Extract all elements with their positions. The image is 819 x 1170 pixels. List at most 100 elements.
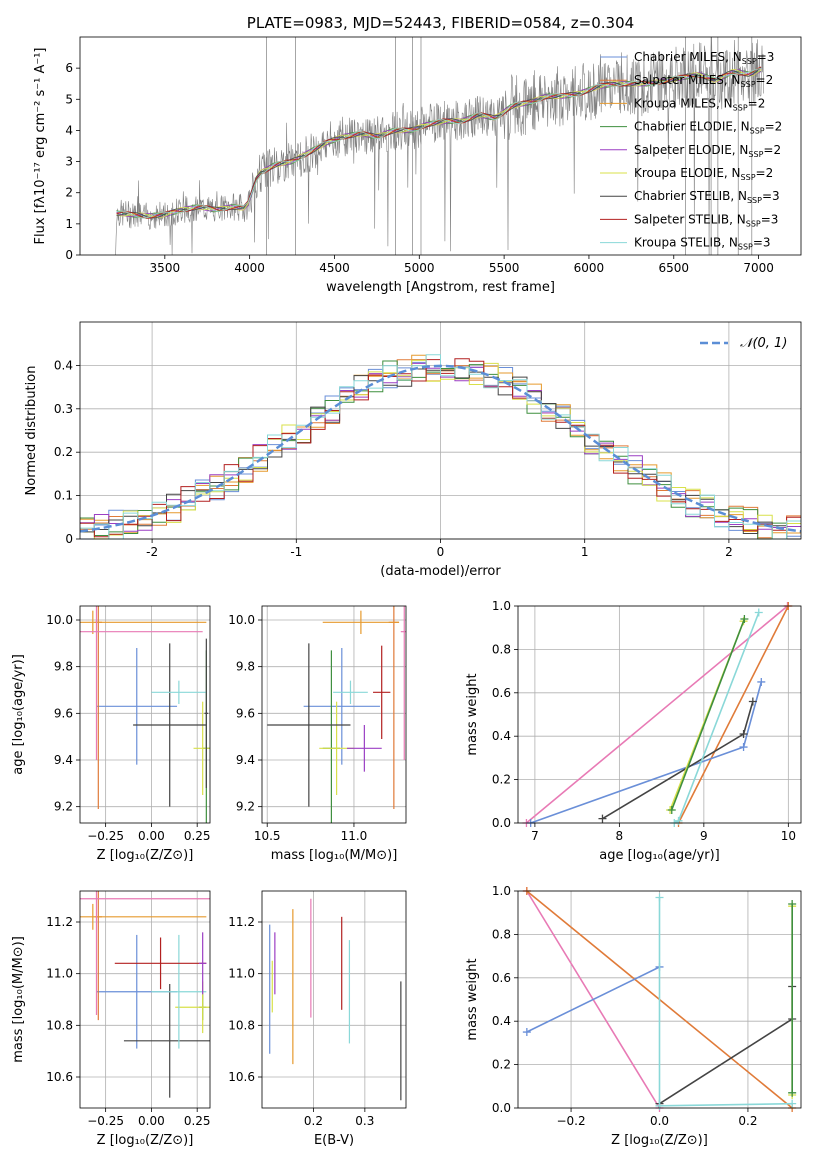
mass-weight-Z-axes [514, 890, 801, 1112]
legend-label: Chabrier STELIB, NSSP=3 [634, 189, 780, 205]
point-marker [754, 608, 763, 617]
spectrum-frame [79, 36, 802, 256]
x-tick-label: 0.0 [650, 1114, 669, 1128]
x-tick-label: 10 [781, 829, 796, 843]
point-marker [788, 1088, 797, 1097]
point-marker [667, 805, 676, 814]
y-tick-label: 9.6 [236, 706, 255, 720]
x-tick-label: 0.00 [138, 1114, 165, 1128]
mass-weight-line [677, 605, 790, 824]
y-tick-label: 10.8 [228, 1018, 255, 1032]
mass-weight-line [673, 612, 760, 824]
x-tick-label: 0 [437, 545, 445, 559]
y-tick-label: 9.6 [54, 706, 73, 720]
y-tick-label: 11.0 [228, 967, 255, 981]
y-tick-label: 6 [65, 61, 73, 75]
x-tick-label: 1 [581, 545, 589, 559]
age-Z-axes [76, 606, 210, 827]
x-tick-label: 0.2 [304, 1114, 323, 1128]
point-marker [598, 814, 607, 823]
y-tick-label: 0.0 [492, 816, 511, 830]
y-tick-label: 0.4 [54, 358, 73, 372]
mass-ebv-axes [258, 891, 406, 1112]
observed-spectrum [115, 36, 764, 256]
age-Z-points [80, 606, 210, 823]
mass-weight-line [530, 681, 763, 824]
point-marker [757, 677, 766, 686]
x-axis-label: mass [log₁₀(M/M⊙)] [271, 848, 398, 863]
y-axis-label: age [log₁₀(age/yr)] [11, 654, 26, 775]
point-marker [739, 743, 748, 752]
x-tick-label: 0.25 [184, 1114, 211, 1128]
mass-Z-points [80, 891, 210, 1098]
y-tick-label: 11.0 [46, 967, 73, 981]
y-tick-label: 2 [65, 186, 73, 200]
x-tick-label: 0.25 [184, 829, 211, 843]
x-tick-label: 2 [725, 545, 733, 559]
point-marker [522, 1028, 531, 1037]
y-tick-label: 9.2 [54, 800, 73, 814]
x-axis-label: wavelength [Angstrom, rest frame] [326, 280, 555, 295]
mass-weight-age-axes [514, 605, 801, 827]
y-tick-label: 0.2 [492, 1058, 511, 1072]
legend-label: Chabrier MILES, NSSP=3 [634, 50, 774, 66]
point-marker [740, 615, 749, 624]
mass-weight-line [659, 986, 793, 1105]
y-tick-label: 0.2 [492, 773, 511, 787]
model-fit-line [116, 68, 762, 219]
legend-label: Kroupa STELIB, NSSP=3 [634, 236, 771, 252]
legend-label: Chabrier ELODIE, NSSP=2 [634, 120, 782, 136]
x-axis-label: Z [log₁₀(Z/Z⊙)] [97, 848, 194, 863]
model-fit-line [116, 69, 762, 218]
y-tick-label: 4 [65, 123, 73, 137]
y-axis-label: mass weight [465, 958, 480, 1040]
x-axis-label: Z [log₁₀(Z/Z⊙)] [611, 1133, 708, 1148]
point-marker [739, 730, 748, 739]
y-tick-label: 9.8 [54, 660, 73, 674]
mass-ebv-points [269, 898, 402, 1101]
x-tick-label: 7000 [743, 261, 774, 275]
y-tick-label: 10.0 [46, 613, 73, 627]
x-tick-label: -2 [146, 545, 158, 559]
y-tick-label: 3 [65, 155, 73, 169]
y-tick-label: 11.2 [228, 915, 255, 929]
mass-Z-axes [76, 891, 210, 1112]
age-mass-axes [258, 606, 406, 827]
legend-label: Kroupa ELODIE, NSSP=2 [634, 166, 773, 182]
mass-weight-line [658, 897, 793, 1107]
x-tick-label: 5000 [404, 261, 435, 275]
x-tick-label: 10.5 [254, 829, 281, 843]
y-tick-label: 0.3 [54, 402, 73, 416]
point-marker [788, 900, 797, 909]
x-axis-label: Z [log₁₀(Z/Z⊙)] [97, 1133, 194, 1148]
x-tick-label: 11.0 [341, 829, 368, 843]
x-tick-label: 9 [700, 829, 708, 843]
chart-title: PLATE=0983, MJD=52443, FIBERID=0584, z=0… [247, 14, 634, 32]
y-axis-label: Flux [fλ10⁻¹⁷ erg cm⁻² s⁻¹ A⁻¹] [33, 48, 48, 245]
mass-weight-line [526, 966, 660, 1033]
y-tick-label: 9.4 [236, 753, 255, 767]
y-tick-label: 0.6 [492, 971, 511, 985]
y-tick-label: 5 [65, 92, 73, 106]
age-mass-frame [261, 605, 407, 824]
residuals-frame [79, 321, 802, 540]
x-tick-label: 5500 [489, 261, 520, 275]
x-tick-label: 0.3 [355, 1114, 374, 1128]
legend-label: Salpeter ELODIE, NSSP=2 [634, 143, 781, 159]
y-tick-label: 10.8 [46, 1018, 73, 1032]
x-tick-label: −0.25 [87, 829, 124, 843]
y-tick-label: 9.2 [236, 800, 255, 814]
y-tick-label: 1.0 [492, 884, 511, 898]
legend-label: Salpeter MILES, NSSP=2 [634, 73, 773, 89]
x-axis-label: age [log₁₀(age/yr)] [599, 848, 720, 863]
x-axis-label: (data-model)/error [380, 564, 501, 579]
point-marker [748, 697, 757, 706]
x-tick-label: −0.25 [87, 1114, 124, 1128]
x-tick-label: 0.00 [138, 829, 165, 843]
y-tick-label: 0.8 [492, 927, 511, 941]
x-tick-label: −0.2 [556, 1114, 585, 1128]
y-tick-label: 1 [65, 217, 73, 231]
y-tick-label: 0 [65, 532, 73, 546]
legend-label: Salpeter STELIB, NSSP=3 [634, 212, 778, 228]
